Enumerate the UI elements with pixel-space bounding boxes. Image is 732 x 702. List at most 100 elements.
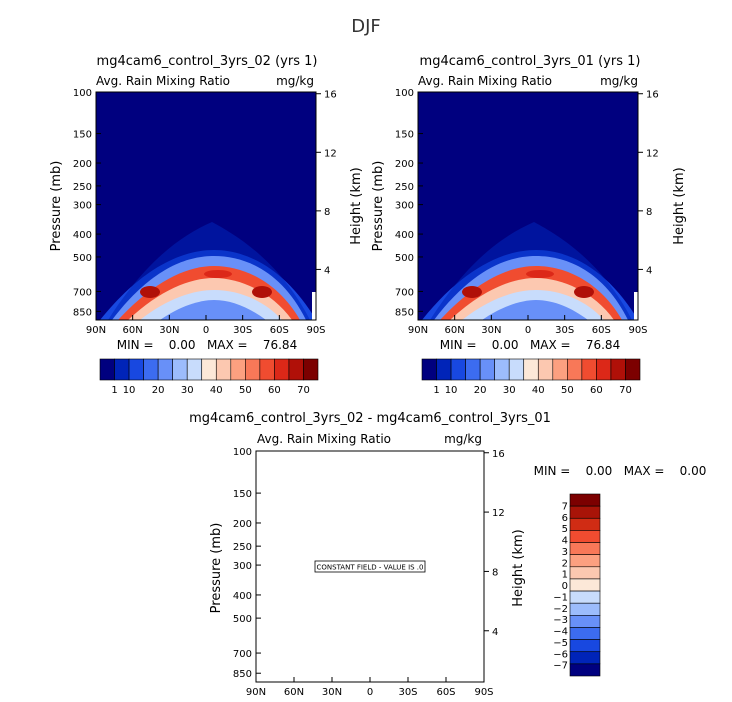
colorbar-label: 50 [561, 385, 574, 396]
y-right-tick-label: 8 [646, 207, 652, 218]
y-right-tick-label: 12 [646, 148, 659, 159]
panel-2-y-axis: 100 150 200 250 300 400 500 700 850 [395, 88, 423, 318]
panel-3-annotation: CONSTANT FIELD - VALUE IS .0 [317, 564, 424, 572]
x-tick-label: 0 [203, 325, 209, 336]
colorbar-swatch [569, 651, 601, 665]
colorbar-swatch [508, 358, 525, 381]
y-tick-label: 300 [395, 201, 414, 212]
panel-1-ylabel: Pressure (mb) [49, 161, 64, 252]
panel-1-contours [100, 222, 316, 320]
panel-2-left-string: Avg. Rain Mixing Ratio [418, 74, 552, 88]
y-tick-label: 400 [395, 230, 414, 241]
x-tick-label: 60S [592, 325, 611, 336]
colorbar-swatch [143, 358, 159, 381]
colorbar-label: −5 [553, 638, 568, 649]
x-tick-label: 30S [555, 325, 574, 336]
panel-3-y-right-axis: 16 12 8 4 [484, 449, 505, 638]
y-tick-label: 150 [73, 130, 92, 141]
colorbar-label: 1 [111, 385, 117, 396]
colorbar-label: 60 [590, 385, 603, 396]
colorbar-label: −7 [553, 661, 568, 672]
colorbar-swatch [114, 358, 130, 381]
panel-2-colorbar: 1 10 20 30 40 50 60 70 [421, 358, 641, 396]
colorbar-swatch [569, 542, 601, 555]
panel-1-minmax: MIN = 0.00 MAX = 76.84 [117, 338, 297, 352]
panel-3-right-string: mg/kg [444, 432, 482, 446]
colorbar-swatch [569, 590, 601, 604]
y-right-tick-label: 8 [492, 567, 498, 578]
panel-1: mg4cam6_control_3yrs_02 (yrs 1) Avg. Rai… [49, 54, 364, 396]
x-tick-label: 30N [159, 325, 179, 336]
colorbar-swatch [569, 493, 601, 507]
panel-2-minmax: MIN = 0.00 MAX = 76.84 [440, 338, 620, 352]
colorbar-label: 70 [297, 385, 310, 396]
colorbar-swatch [186, 358, 203, 381]
colorbar-swatch [259, 358, 275, 381]
y-right-tick-label: 12 [492, 508, 505, 519]
panel-1-left-string: Avg. Rain Mixing Ratio [96, 74, 230, 88]
y-tick-label: 150 [395, 130, 414, 141]
panel-3-title: mg4cam6_control_3yrs_02 - mg4cam6_contro… [189, 411, 551, 426]
colorbar-label: 40 [532, 385, 545, 396]
x-tick-label: 90S [628, 325, 647, 336]
colorbar-label: 6 [562, 513, 568, 524]
panel-3: mg4cam6_control_3yrs_02 - mg4cam6_contro… [189, 411, 706, 698]
y-right-tick-label: 4 [492, 627, 498, 638]
colorbar-swatch [552, 358, 568, 381]
y-right-tick-label: 8 [324, 207, 330, 218]
colorbar-swatch [581, 358, 597, 381]
x-tick-label: 0 [525, 325, 531, 336]
colorbar-label: −4 [553, 627, 568, 638]
panel-2-y-right-axis: 16 12 8 4 [638, 90, 659, 276]
y-tick-label: 850 [73, 307, 92, 318]
colorbar-swatch [421, 358, 437, 381]
y-tick-label: 250 [73, 182, 92, 193]
colorbar-swatch [537, 358, 554, 381]
colorbar-swatch [569, 554, 601, 568]
y-tick-label: 850 [233, 669, 252, 680]
colorbar-swatch [215, 358, 232, 381]
panel-1-ylabel-right: Height (km) [349, 167, 364, 244]
colorbar-swatch [450, 358, 466, 381]
colorbar-label: 20 [474, 385, 487, 396]
colorbar-swatch [172, 358, 188, 381]
colorbar-swatch [567, 358, 583, 381]
x-tick-label: 90S [474, 687, 493, 698]
colorbar-label: 5 [562, 524, 568, 535]
colorbar-swatch [99, 358, 115, 381]
y-right-tick-label: 12 [324, 148, 337, 159]
colorbar-swatch [288, 358, 304, 381]
y-right-tick-label: 4 [646, 265, 652, 276]
panel-1-y-right-axis: 16 12 8 4 [316, 90, 337, 276]
colorbar-label: 1 [562, 570, 568, 581]
panel-1-title: mg4cam6_control_3yrs_02 (yrs 1) [97, 54, 318, 69]
panel-3-x-axis: 90N 60N 30N 0 30S 60S 90S [246, 677, 494, 698]
colorbar-swatch [569, 566, 601, 580]
colorbar-label: 30 [181, 385, 194, 396]
colorbar-label: −6 [553, 649, 568, 660]
panel-1-plot-area [95, 91, 317, 321]
panel-2: mg4cam6_control_3yrs_01 (yrs 1) Avg. Rai… [371, 54, 687, 396]
panel-3-ylabel: Pressure (mb) [209, 523, 224, 614]
colorbar-swatch [436, 358, 452, 381]
colorbar-swatch [569, 530, 601, 543]
colorbar-swatch [303, 358, 319, 381]
colorbar-swatch [274, 358, 290, 381]
colorbar-swatch [569, 505, 601, 519]
panel-2-plot-area [417, 91, 639, 321]
colorbar-swatch [245, 358, 261, 381]
y-tick-label: 500 [233, 614, 252, 625]
y-tick-label: 250 [395, 182, 414, 193]
panel-2-ylabel-right: Height (km) [672, 167, 687, 244]
colorbar-label: 10 [445, 385, 458, 396]
colorbar-swatch [625, 358, 641, 381]
y-tick-label: 700 [233, 649, 252, 660]
colorbar-swatch [569, 627, 601, 640]
colorbar-swatch [610, 358, 626, 381]
panel-1-y-axis: 100 150 200 250 300 400 500 700 850 [73, 88, 101, 318]
x-tick-label: 30N [481, 325, 501, 336]
y-tick-label: 100 [73, 88, 92, 99]
